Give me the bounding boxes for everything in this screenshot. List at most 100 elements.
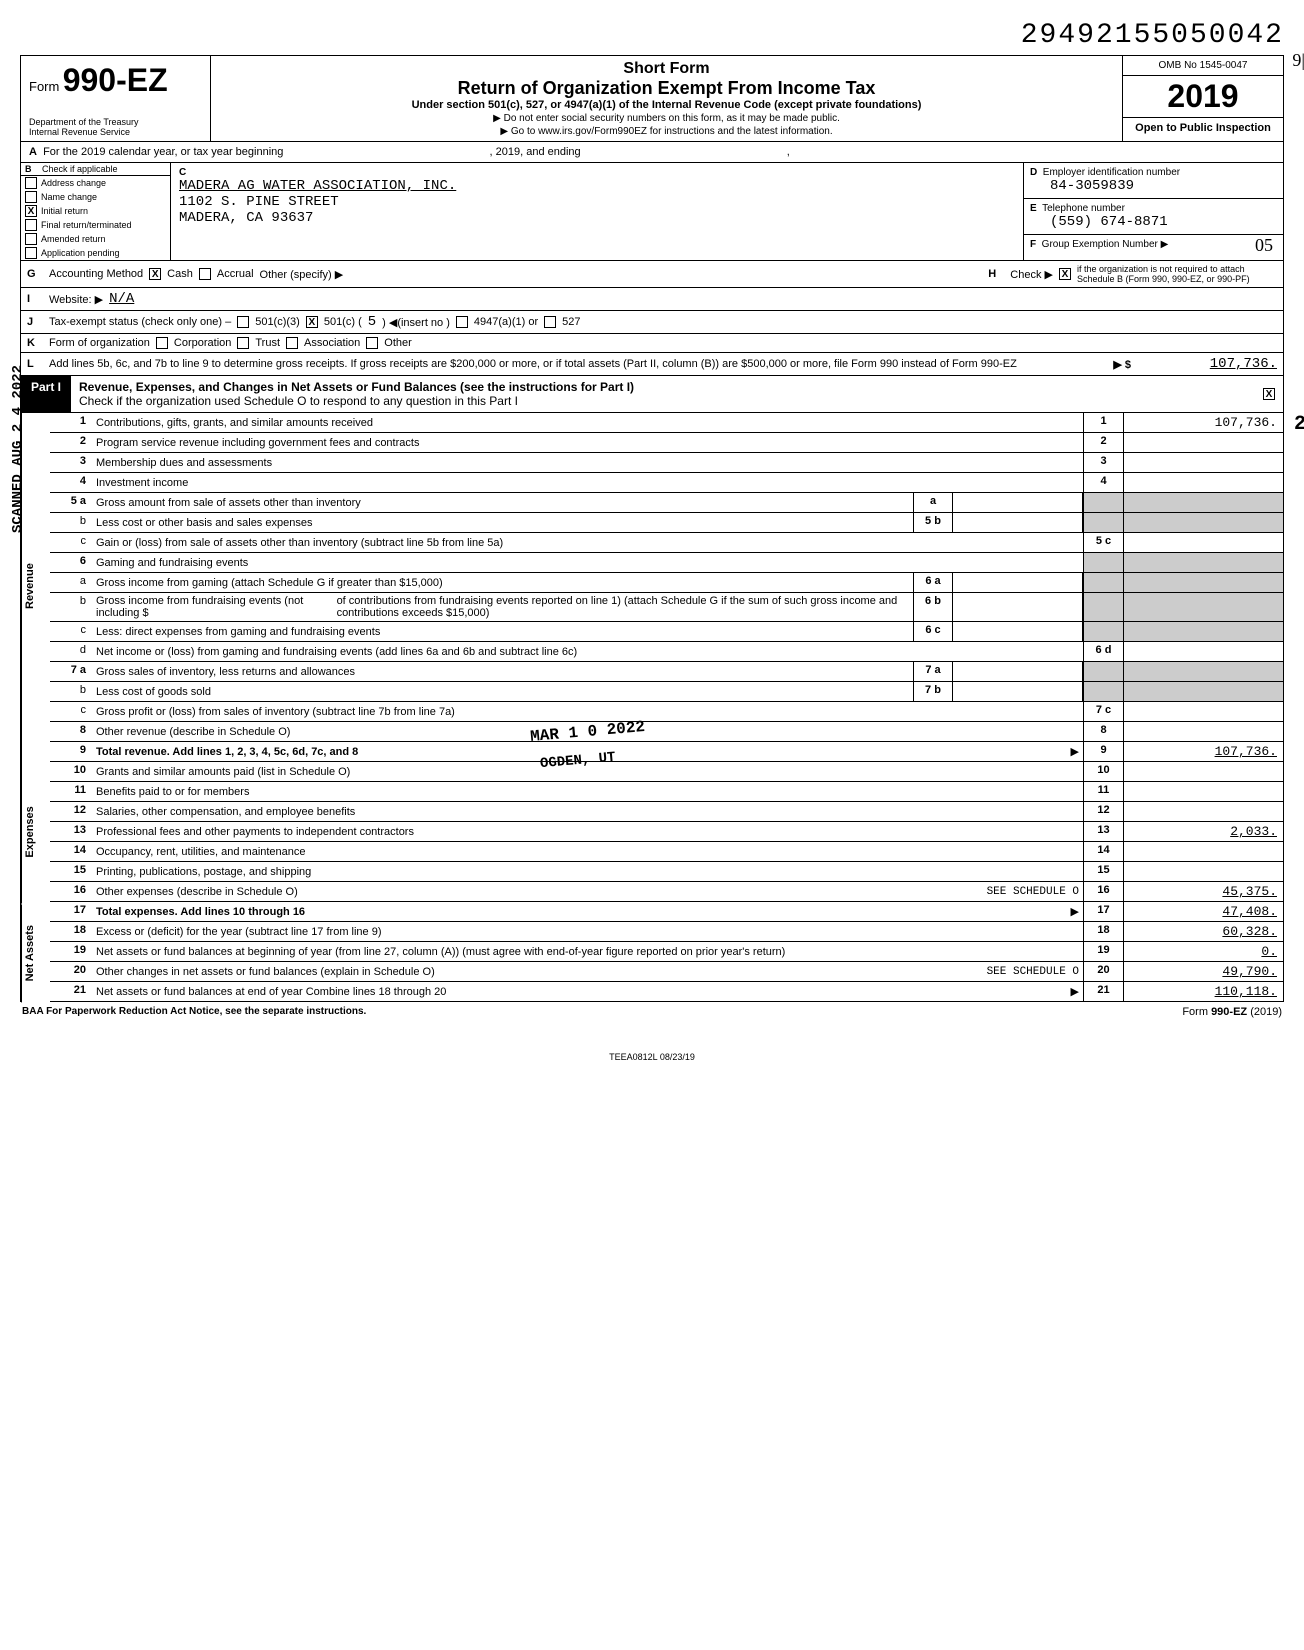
l-text: Add lines 5b, 6c, and 7b to line 9 to de… bbox=[49, 358, 1107, 370]
line-desc: Other expenses (describe in Schedule O)S… bbox=[92, 882, 1083, 901]
line-desc: Gross income from gaming (attach Schedul… bbox=[92, 573, 913, 592]
line-desc: Gross profit or (loss) from sales of inv… bbox=[92, 702, 1083, 721]
check-label: Initial return bbox=[41, 206, 88, 216]
line-box: 16 bbox=[1083, 882, 1123, 901]
h-text: Check ▶ bbox=[1010, 268, 1053, 281]
501c-checkbox[interactable]: X bbox=[306, 316, 318, 328]
tax-exempt-label: Tax-exempt status (check only one) – bbox=[49, 316, 231, 328]
line-num: 11 bbox=[50, 782, 92, 801]
check-final-return[interactable]: Final return/terminated bbox=[21, 218, 170, 232]
527-checkbox[interactable] bbox=[544, 316, 556, 328]
row-a-mid: , 2019, and ending bbox=[490, 146, 581, 158]
line-desc: Net assets or fund balances at beginning… bbox=[92, 942, 1083, 961]
accrual-checkbox[interactable] bbox=[199, 268, 211, 280]
line-box: 2 bbox=[1083, 433, 1123, 452]
title-short: Short Form bbox=[219, 60, 1114, 78]
footer-left: BAA For Paperwork Reduction Act Notice, … bbox=[22, 1006, 366, 1018]
line-desc: Total expenses. Add lines 10 through 16▶ bbox=[92, 902, 1083, 921]
line-desc: Benefits paid to or for members bbox=[92, 782, 1083, 801]
line-box: a bbox=[913, 493, 953, 512]
line-num: c bbox=[50, 622, 92, 641]
year-box: OMB No 1545-0047 2019 Open to Public Ins… bbox=[1123, 56, 1283, 141]
row-a: A For the 2019 calendar year, or tax yea… bbox=[20, 142, 1284, 163]
form-number-box: Form 990-EZ Department of the Treasury I… bbox=[21, 56, 211, 141]
line-box: 7 a bbox=[913, 662, 953, 681]
part1-checkbox[interactable]: X bbox=[1263, 388, 1275, 400]
line-box: 18 bbox=[1083, 922, 1123, 941]
open-public: Open to Public Inspection bbox=[1123, 118, 1283, 138]
line-box: 3 bbox=[1083, 453, 1123, 472]
letter-f: F bbox=[1030, 239, 1036, 250]
check-label: Application pending bbox=[41, 248, 120, 258]
check-amended-return[interactable]: Amended return bbox=[21, 232, 170, 246]
check-label: Name change bbox=[41, 192, 97, 202]
line-box: 7 b bbox=[913, 682, 953, 701]
line-box: 10 bbox=[1083, 762, 1123, 781]
document-id: 29492155050042 bbox=[20, 20, 1284, 51]
line-value bbox=[1123, 533, 1283, 552]
line-box: 11 bbox=[1083, 782, 1123, 801]
line-value bbox=[1123, 802, 1283, 821]
line-desc: Other changes in net assets or fund bala… bbox=[92, 962, 1083, 981]
row-g-i: G Accounting Method X Cash Accrual Other… bbox=[20, 261, 1284, 288]
check-application-pending[interactable]: Application pending bbox=[21, 246, 170, 260]
line-desc: Grants and similar amounts paid (list in… bbox=[92, 762, 1083, 781]
line-box: 15 bbox=[1083, 862, 1123, 881]
line-box: 14 bbox=[1083, 842, 1123, 861]
cash-checkbox[interactable]: X bbox=[149, 268, 161, 280]
line-box: 17 bbox=[1083, 902, 1123, 921]
website-value: N/A bbox=[109, 291, 134, 307]
line-desc: Other revenue (describe in Schedule O) bbox=[92, 722, 1083, 741]
line-num: 1 bbox=[50, 413, 92, 432]
line-value: 110,118. bbox=[1123, 982, 1283, 1001]
line-num: b bbox=[50, 593, 92, 621]
line-desc: Salaries, other compensation, and employ… bbox=[92, 802, 1083, 821]
line-desc: Net income or (loss) from gaming and fun… bbox=[92, 642, 1083, 661]
line-value bbox=[1123, 473, 1283, 492]
501c-rest: ) ◀(insert no ) bbox=[382, 316, 450, 329]
line-desc: Net assets or fund balances at end of ye… bbox=[92, 982, 1083, 1001]
handwritten-stamp-1: 9|2 bbox=[1292, 50, 1304, 71]
row-i: I Website: ▶ N/A bbox=[20, 288, 1284, 311]
line-num: b bbox=[50, 513, 92, 532]
footer-right: Form 990-EZ (2019) bbox=[1182, 1006, 1282, 1018]
other-org-checkbox[interactable] bbox=[366, 337, 378, 349]
group-exemption-label: Group Exemption Number ▶ bbox=[1042, 239, 1169, 250]
check-name-change[interactable]: Name change bbox=[21, 190, 170, 204]
line-num: c bbox=[50, 533, 92, 552]
ein-label: Employer identification number bbox=[1043, 167, 1180, 178]
line-num: 4 bbox=[50, 473, 92, 492]
check-address-change[interactable]: Address change bbox=[21, 176, 170, 190]
line-num: 7 a bbox=[50, 662, 92, 681]
501c3-checkbox[interactable] bbox=[237, 316, 249, 328]
org-addr1: 1102 S. PINE STREET bbox=[179, 194, 1015, 210]
part1-label: Part I bbox=[21, 376, 71, 412]
line-desc: Less: direct expenses from gaming and fu… bbox=[92, 622, 913, 641]
row-a-end: , bbox=[787, 146, 790, 158]
line-box: 5 b bbox=[913, 513, 953, 532]
line-num: 2 bbox=[50, 433, 92, 452]
check-if-applicable: Check if applicable bbox=[42, 164, 118, 174]
line-desc: Program service revenue including govern… bbox=[92, 433, 1083, 452]
letter-l: L bbox=[27, 358, 43, 370]
form-org-label: Form of organization bbox=[49, 337, 150, 349]
line-num: 18 bbox=[50, 922, 92, 941]
accounting-method-label: Accounting Method bbox=[49, 268, 143, 280]
line-num: 6 bbox=[50, 553, 92, 572]
h-checkbox[interactable]: X bbox=[1059, 268, 1071, 280]
org-name: MADERA AG WATER ASSOCIATION, INC. bbox=[179, 178, 1015, 194]
corp-checkbox[interactable] bbox=[156, 337, 168, 349]
line-box: 8 bbox=[1083, 722, 1123, 741]
letter-i: I bbox=[27, 293, 43, 305]
line-value bbox=[1123, 433, 1283, 452]
check-initial-return[interactable]: XInitial return bbox=[21, 204, 170, 218]
line-box: 9 bbox=[1083, 742, 1123, 761]
phone-label: Telephone number bbox=[1042, 203, 1125, 214]
4947-checkbox[interactable] bbox=[456, 316, 468, 328]
trust-checkbox[interactable] bbox=[237, 337, 249, 349]
page-footer: BAA For Paperwork Reduction Act Notice, … bbox=[20, 1002, 1284, 1022]
netassets-vlabel: Net Assets bbox=[21, 904, 50, 1002]
line-num: 21 bbox=[50, 982, 92, 1001]
line-box: 21 bbox=[1083, 982, 1123, 1001]
assoc-checkbox[interactable] bbox=[286, 337, 298, 349]
